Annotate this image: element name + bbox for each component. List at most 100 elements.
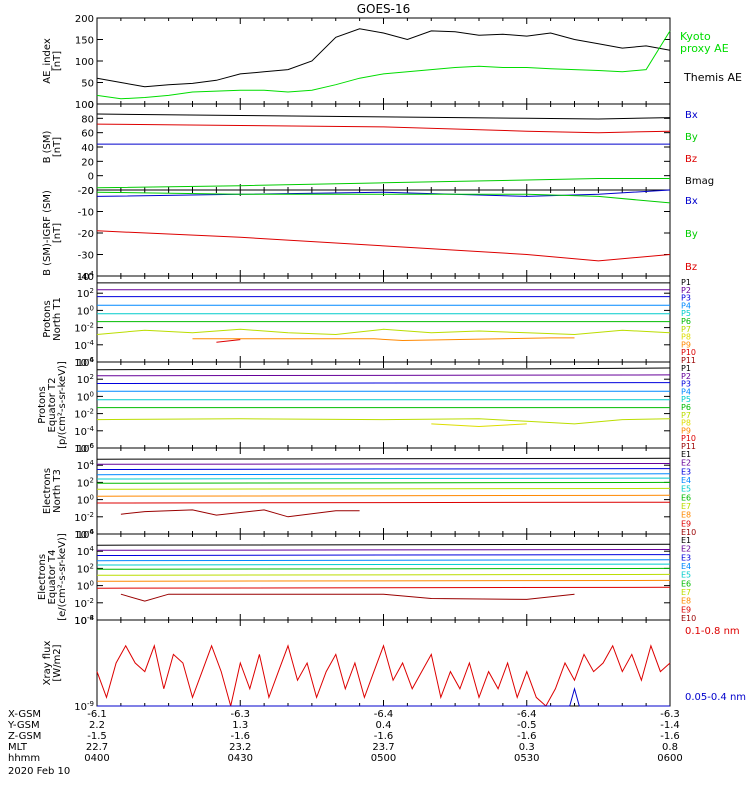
series-line-electrons_t4-E8	[96, 579, 671, 582]
x-axis-value: 1.3	[232, 720, 248, 731]
x-axis-row-label: hhmm	[8, 753, 40, 764]
y-tick-label-protons_t1: 10-2	[74, 322, 94, 335]
series-line-xray-0.05-0.4-nm	[97, 686, 670, 707]
y-tick-label-protons_t1: 100	[77, 304, 94, 317]
x-axis-value: -1.5	[87, 731, 107, 742]
y-tick-label-ae: 0	[88, 100, 94, 111]
legend-label-protons_t1-P7: P7	[681, 325, 691, 334]
y-axis-label-xray: [W/m2]	[52, 644, 63, 681]
legend-label-b_igrf-Bz: Bz	[685, 262, 697, 273]
legend-label-electrons_t4-E7: E7	[681, 588, 691, 597]
y-tick-label-electrons_t4: 106	[77, 528, 95, 541]
series-line-b_igrf-Bz	[96, 230, 671, 262]
legend-label-protons_t1-P2: P2	[681, 286, 691, 295]
x-axis-value: -6.1	[87, 709, 107, 720]
y-tick-label-b_sm: 20	[81, 157, 94, 168]
y-tick-label-electrons_t4: 10-4	[74, 614, 94, 627]
series-line-protons_t2-P3	[96, 382, 671, 384]
y-tick-label-electrons_t4: 104	[77, 545, 95, 558]
series-line-electrons_t3-E9	[96, 501, 671, 504]
y-tick-label-b_sm: 60	[81, 129, 94, 140]
y-tick-label-protons_t2: 10-4	[74, 425, 94, 438]
y-axis-label-electrons_t3: Electrons	[42, 468, 53, 514]
series-line-electrons_t3-E2	[96, 463, 671, 465]
y-tick-label-ae: 200	[75, 14, 94, 25]
x-axis-value: -6.3	[660, 709, 680, 720]
series-line-electrons_t3-E4	[96, 473, 671, 476]
series-line-protons_t2-P1	[96, 367, 671, 371]
y-axis-label-protons_t2: Equator T2	[47, 378, 58, 433]
x-axis-value: 23.7	[372, 742, 394, 753]
legend-label-electrons_t4-E2: E2	[681, 545, 691, 554]
y-tick-label-b_sm: 0	[88, 172, 94, 183]
series-line-electrons_t3-E10	[120, 509, 360, 518]
series-line-ae-Themis-AE	[96, 28, 671, 88]
y-axis-label-protons_t2: [p/(cm²-s-sr-keV)]	[57, 361, 68, 449]
y-tick-label-b_sm: 100	[75, 100, 94, 111]
x-axis-row-label: Z-GSM	[8, 731, 41, 742]
legend-label-protons_t2-P3: P3	[681, 380, 691, 389]
panel-frame-electrons_t4	[96, 533, 671, 621]
legend-label-protons_t2-P2: P2	[681, 372, 691, 381]
legend-label-electrons_t4-E10: E10	[681, 614, 696, 623]
y-tick-label-ae: 150	[75, 36, 94, 47]
series-line-electrons_t4-E3	[96, 554, 671, 556]
y-tick-label-b_sm: 40	[81, 143, 94, 154]
date-label: 2020 Feb 10	[8, 766, 70, 777]
legend-label-electrons_t3-E4: E4	[681, 476, 691, 485]
legend-label-ae-kyoto: Kyoto	[680, 30, 711, 43]
series-line-electrons_t4-E10	[120, 593, 575, 602]
legend-label-ae-proxy: proxy AE	[680, 42, 729, 55]
series-line-electrons_t4-E7	[96, 573, 671, 576]
y-axis-label-electrons_t4: Equator T4	[47, 550, 58, 605]
y-tick-label-electrons_t4: 100	[77, 580, 94, 593]
y-tick-label-electrons_t4: 102	[77, 562, 94, 575]
panel-frame-b_igrf	[96, 189, 671, 277]
panel-frame-ae	[96, 17, 671, 105]
legend-label-electrons_t4-E4: E4	[681, 562, 691, 571]
y-tick-label-protons_t2: 10-6	[74, 442, 94, 455]
y-axis-label-b_sm: B (SM)	[42, 130, 53, 163]
legend-label-electrons_t3-E5: E5	[681, 485, 691, 494]
y-axis-label-b_igrf: [nT]	[52, 223, 63, 243]
series-line-b_igrf-By	[96, 191, 671, 204]
legend-label-protons_t1-P9: P9	[681, 340, 691, 349]
y-axis-label-b_sm: [nT]	[52, 137, 63, 157]
y-axis-label-protons_t1: Protons	[42, 300, 53, 337]
legend-label-electrons_t3-E3: E3	[681, 467, 691, 476]
x-axis-value: -1.6	[230, 731, 250, 742]
legend-label-b_sm-Bz: Bz	[685, 154, 697, 165]
series-line-electrons_t3-E5	[96, 477, 671, 480]
series-line-electrons_t4-E9	[96, 586, 671, 589]
y-tick-label-protons_t1: 104	[77, 270, 95, 283]
y-tick-label-electrons_t4: 10-2	[74, 597, 94, 610]
x-axis-value: -6.4	[374, 709, 394, 720]
series-line-protons_t2-P2	[96, 374, 671, 377]
legend-label-electrons_t3-E2: E2	[681, 459, 691, 468]
y-tick-label-electrons_t3: 100	[77, 494, 94, 507]
series-line-electrons_t3-E6	[96, 481, 671, 484]
y-tick-label-electrons_t3: 104	[77, 459, 95, 472]
y-tick-label-protons_t2: 104	[77, 356, 95, 369]
y-tick-label-b_igrf: -40	[78, 272, 94, 283]
y-tick-label-b_sm: -20	[78, 186, 94, 197]
legend-label-electrons_t4-E9: E9	[681, 605, 691, 614]
legend-label-protons_t2-P5: P5	[681, 395, 691, 404]
x-axis-value: 0400	[84, 753, 109, 764]
y-tick-label-protons_t1: 10-6	[74, 356, 94, 369]
legend-label-protons_t2-P9: P9	[681, 426, 691, 435]
y-tick-label-xray: 10-9	[74, 700, 94, 713]
x-axis-value: -0.5	[517, 720, 537, 731]
series-line-xray-0.1-0.8-nm	[96, 644, 671, 707]
legend-label-electrons_t4-E3: E3	[681, 553, 691, 562]
y-axis-label-protons_t1: North T1	[52, 297, 63, 341]
panel-frame-protons_t1	[96, 275, 671, 363]
x-axis-value: -6.4	[517, 709, 537, 720]
y-tick-label-b_sm: 80	[81, 114, 94, 125]
legend-label-electrons_t3-E6: E6	[681, 493, 691, 502]
series-line-protons_t1-P10	[216, 339, 241, 343]
y-tick-label-protons_t2: 100	[77, 390, 94, 403]
legend-label-electrons_t4-E5: E5	[681, 571, 691, 580]
series-line-electrons_t4-E5	[96, 563, 671, 566]
